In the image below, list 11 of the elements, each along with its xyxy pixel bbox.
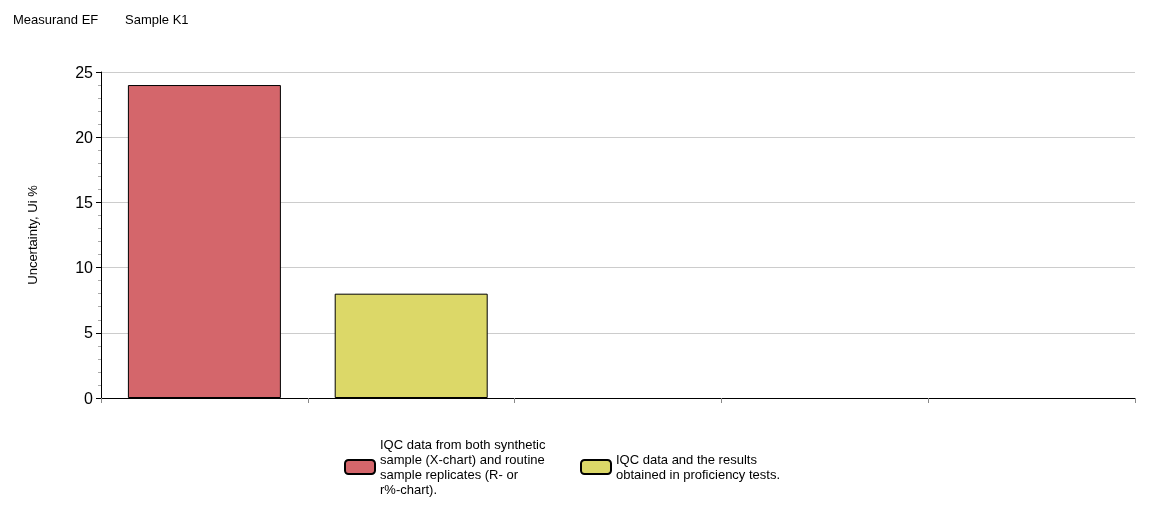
y-tick-label: 15: [75, 193, 94, 211]
y-tick-label: 0: [84, 389, 94, 407]
legend-label: IQC data from both synthetic sample (X-chart) and routine sample replicates (R- or r%-chart).: [380, 437, 550, 497]
chart-subtitle: Sample K1: [125, 12, 189, 27]
legend-label: IQC data and the results obtained in proficiency tests.: [616, 452, 781, 482]
y-axis-title: Uncertainty, Ui %: [25, 184, 40, 285]
chart-title: Measurand EF: [13, 12, 99, 27]
y-tick-label: 20: [75, 128, 94, 146]
y-tick-label: 5: [84, 324, 94, 342]
y-tick-label: 25: [75, 63, 94, 81]
y-tick-label: 10: [75, 259, 94, 277]
